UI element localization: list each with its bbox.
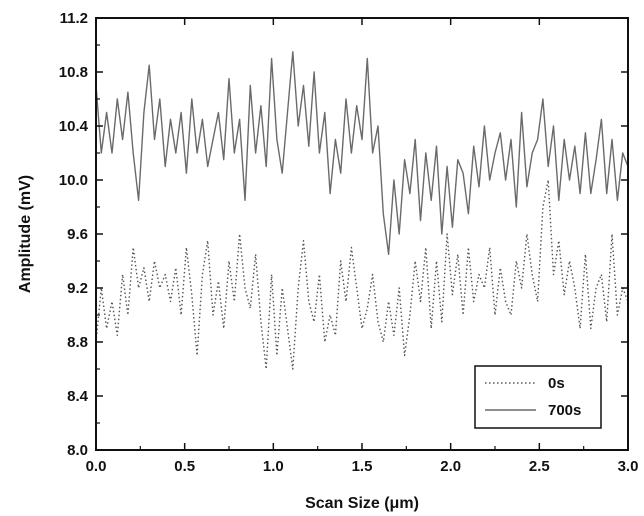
x-tick-label: 3.0 <box>618 458 639 475</box>
series-line-700s <box>95 51 629 256</box>
y-axis-title: Amplitude (mV) <box>17 175 34 293</box>
x-tick-label: 1.5 <box>352 458 373 475</box>
x-axis-title: Scan Size (μm) <box>305 495 419 512</box>
y-tick-label: 9.2 <box>67 280 88 297</box>
ticks: 0.0 0.5 1.0 1.5 2.0 2.5 3.0 8.0 8.4 8.8 9.2 9.6 10.0… <box>59 10 639 475</box>
x-tick-label: 0.0 <box>86 458 107 475</box>
series-line-0s <box>95 179 629 370</box>
x-tick-label: 2.5 <box>529 458 550 475</box>
legend-label-700s: 700s <box>548 402 581 419</box>
y-tick-label: 9.6 <box>67 226 88 243</box>
y-tick-label: 10.0 <box>59 172 88 189</box>
y-tick-label: 11.2 <box>60 10 88 27</box>
y-tick-label: 8.8 <box>67 334 88 351</box>
y-tick-label: 10.4 <box>59 118 89 135</box>
legend-label-0s: 0s <box>548 375 565 392</box>
y-tick-label: 10.8 <box>59 64 88 81</box>
legend-box <box>474 365 602 429</box>
legend: 0s 700s <box>474 365 602 429</box>
x-tick-label: 0.5 <box>174 458 195 475</box>
x-tick-label: 2.0 <box>440 458 461 475</box>
x-tick-label: 1.0 <box>263 458 284 475</box>
y-tick-label: 8.0 <box>67 442 88 459</box>
plot-lines <box>95 51 629 370</box>
y-tick-label: 8.4 <box>67 388 89 405</box>
